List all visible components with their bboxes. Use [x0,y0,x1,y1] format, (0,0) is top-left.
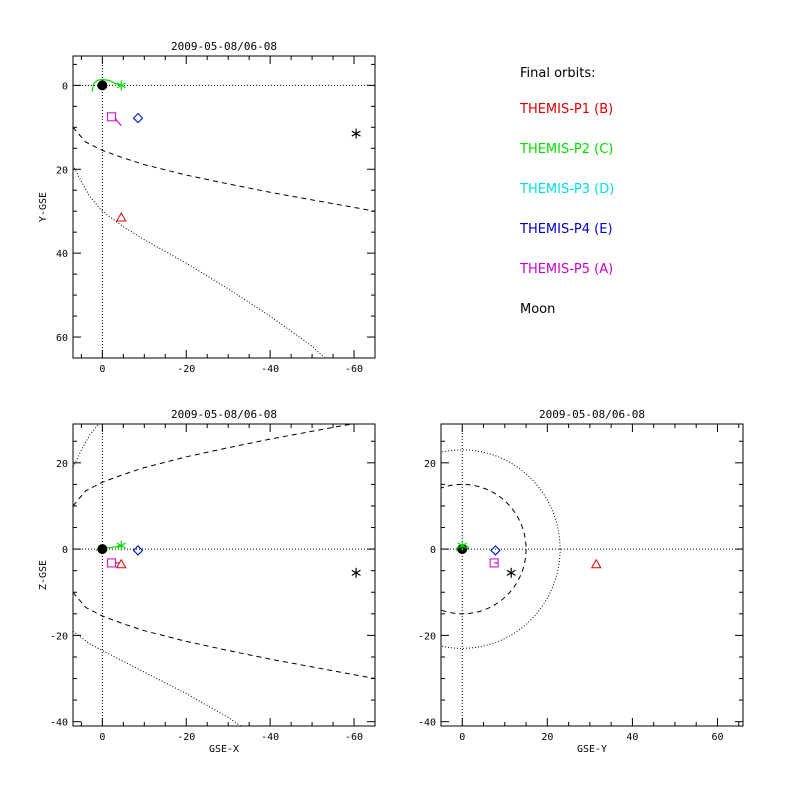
point-themis-p1-b [115,211,127,222]
point-themis-p3-d [490,545,501,556]
point-themis-p2-c [457,540,467,551]
boundary-line [73,126,375,212]
point-themis-p1-b [115,558,127,569]
point-themis-p3-d [132,112,144,124]
x-tick-label: -40 [261,364,279,375]
plot-area [441,424,743,726]
point-moon [351,567,361,578]
boundary-line [73,424,100,468]
plot-frame [72,55,376,359]
y-tick-label: 20 [56,459,68,470]
y-tick-label: 0 [62,545,68,556]
plot-area [73,56,375,358]
x-axis-label: GSE-X [209,744,239,755]
plot-frame [72,423,376,727]
y-tick-label: -40 [418,718,436,729]
boundary-circle [441,449,561,649]
x-tick-label: 0 [99,364,105,375]
point-themis-p4-e [132,112,144,124]
point-themis-p4-e [132,545,144,556]
x-tick-label: 20 [541,732,553,743]
legend-item-moon: Moon [520,302,556,317]
point-moon [506,567,516,578]
point-themis-p3-d [132,545,144,556]
x-tick-label: -40 [261,732,279,743]
boundary-line [73,424,355,507]
y-tick-label: 60 [56,333,68,344]
point-themis-p5-a [107,558,117,568]
chart-title: 2009-05-08/06-08 [171,40,277,53]
earth-marker [97,544,108,555]
asterisk-stroke [457,542,467,549]
panel-1: 0 -20 -40 -60 0 20 40 60 2009-05-08/06-08 Y-GSE [38,40,376,375]
y-tick-label: 40 [56,249,68,260]
x-tick-label: -20 [177,364,195,375]
plot-frame [440,423,744,727]
chart-title: 2009-05-08/06-08 [171,408,277,421]
legend-item-themis-p5: THEMIS-P5 (A) [520,262,614,277]
y-tick-label: -20 [418,631,436,642]
panel-3: 0 20 40 60 20 0 -20 -40 2009-05-08/06-08 GSE-Y [418,408,744,755]
x-tick-label: -60 [345,364,363,375]
y-tick-label: 20 [56,165,68,176]
point-themis-p5-a [489,558,499,568]
asterisk-stroke [351,130,361,137]
point-moon [351,128,361,139]
x-tick-label: -60 [345,732,363,743]
x-tick-label: 0 [459,732,465,743]
chart-title: 2009-05-08/06-08 [539,408,645,421]
y-axis-label: Z-GSE [38,560,49,590]
x-tick-label: 40 [626,732,638,743]
boundary-circle [441,483,527,615]
y-tick-label: -20 [50,631,68,642]
panel-2: 0 -20 -40 -60 20 0 -20 -40 2009-05-08/06-08 GSE-X… [38,408,376,755]
y-tick-label: 0 [430,545,436,556]
legend-item-themis-p1: THEMIS-P1 (B) [520,102,614,117]
boundary-line [73,591,375,679]
point-themis-p5-a [107,112,117,122]
legend-item-themis-p2: THEMIS-P2 (C) [520,142,614,157]
legend-title: Final orbits: [520,66,596,81]
boundary-line [73,630,242,726]
y-tick-label: -40 [50,718,68,729]
legend-item-themis-p3: THEMIS-P3 (D) [520,182,615,197]
asterisk-stroke [351,569,361,576]
x-tick-label: -20 [177,732,195,743]
x-axis-label: GSE-Y [577,744,607,755]
y-tick-label: 0 [62,81,68,92]
asterisk-stroke [506,569,516,576]
x-tick-label: 60 [711,732,723,743]
plot-area [73,424,375,726]
boundary-line [73,164,326,358]
earth-marker [97,80,108,91]
point-themis-p4-e [490,545,501,556]
asterisk-stroke [116,82,126,89]
point-themis-p1-b [590,558,602,569]
point-themis-p2-c [116,540,126,551]
legend: Final orbits: THEMIS-P1 (B) THEMIS-P2 (C… [520,66,614,343]
y-tick-label: 20 [424,459,436,470]
point-themis-p2-c [116,80,126,91]
x-tick-label: 0 [99,732,105,743]
legend-item-themis-p4: THEMIS-P4 (E) [520,222,613,237]
asterisk-stroke [116,542,126,549]
y-axis-label: Y-GSE [38,192,49,222]
